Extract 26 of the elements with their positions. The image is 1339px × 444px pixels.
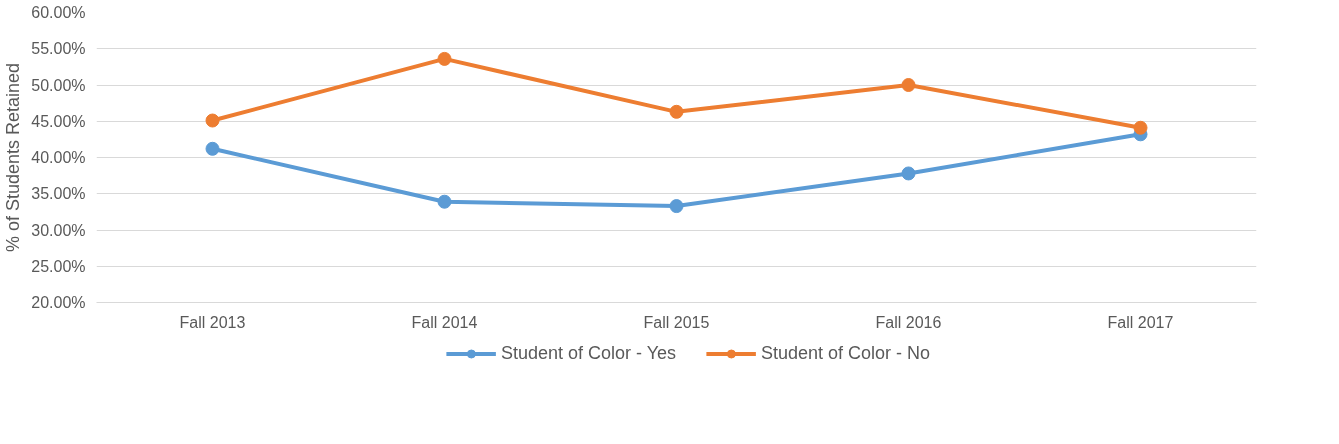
y-tick-label: 45.00% <box>31 112 86 130</box>
x-tick-label: Fall 2014 <box>411 313 478 331</box>
x-tick-label: Fall 2017 <box>1107 313 1174 331</box>
point <box>669 104 684 119</box>
point <box>205 113 220 128</box>
y-tick-label: 60.00% <box>31 4 86 21</box>
y-tick-label: 40.00% <box>31 149 86 166</box>
point <box>1133 120 1148 135</box>
point <box>437 51 452 66</box>
x-tick-label: Fall 2013 <box>179 313 246 331</box>
y-tick-label: 30.00% <box>31 221 86 239</box>
point <box>901 78 916 92</box>
x-tick-label: Fall 2015 <box>643 313 710 331</box>
point <box>669 199 684 214</box>
point <box>437 194 452 209</box>
y-tick-label: 35.00% <box>31 185 86 203</box>
y-tick-label: 55.00% <box>31 40 86 58</box>
point <box>205 141 220 156</box>
y-tick-label: 20.00% <box>31 294 86 311</box>
legend-label: Student of Color - Yes <box>500 342 677 364</box>
y-tick-label: 50.00% <box>31 76 86 94</box>
y-axis-title: % of Students Retained <box>3 62 24 253</box>
x-tick-label: Fall 2016 <box>875 313 942 331</box>
y-tick-label: 25.00% <box>31 257 86 275</box>
point <box>901 166 916 181</box>
legend-label: Student of Color - No <box>761 342 931 364</box>
